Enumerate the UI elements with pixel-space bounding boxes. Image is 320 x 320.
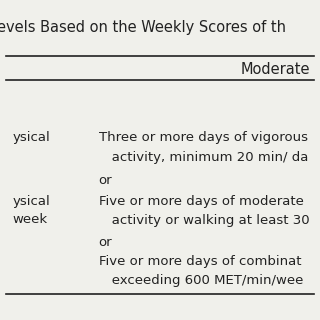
Text: Five or more days of moderate: Five or more days of moderate: [99, 195, 303, 208]
Text: or: or: [99, 236, 112, 249]
Text: evels Based on the Weekly Scores of th: evels Based on the Weekly Scores of th: [0, 20, 286, 35]
Text: Moderate: Moderate: [241, 62, 310, 77]
Text: week: week: [12, 212, 48, 226]
Text: activity or walking at least 30: activity or walking at least 30: [99, 214, 309, 227]
Text: ysical: ysical: [12, 195, 50, 208]
Text: ysical: ysical: [12, 132, 50, 144]
Text: Five or more days of combinat: Five or more days of combinat: [99, 255, 301, 268]
Text: activity, minimum 20 min/ da: activity, minimum 20 min/ da: [99, 151, 308, 164]
Text: exceeding 600 MET/min/wee: exceeding 600 MET/min/wee: [99, 274, 303, 287]
Text: Three or more days of vigorous: Three or more days of vigorous: [99, 132, 308, 144]
Text: or: or: [99, 173, 112, 187]
